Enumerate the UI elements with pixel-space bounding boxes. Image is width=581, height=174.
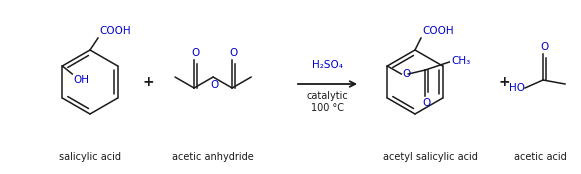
Text: O: O bbox=[229, 48, 238, 58]
Text: O: O bbox=[402, 69, 411, 79]
Text: acetic anhydride: acetic anhydride bbox=[172, 152, 254, 162]
Text: +: + bbox=[498, 75, 510, 89]
Text: CH₃: CH₃ bbox=[451, 56, 471, 66]
Text: +: + bbox=[142, 75, 154, 89]
Text: COOH: COOH bbox=[99, 26, 131, 36]
Text: O: O bbox=[191, 48, 200, 58]
Text: salicylic acid: salicylic acid bbox=[59, 152, 121, 162]
Text: H₂SO₄: H₂SO₄ bbox=[312, 60, 343, 70]
Text: acetyl salicylic acid: acetyl salicylic acid bbox=[382, 152, 478, 162]
Text: catalytic: catalytic bbox=[307, 91, 349, 101]
Text: O: O bbox=[540, 42, 548, 52]
Text: OH: OH bbox=[73, 75, 89, 85]
Text: 100 °C: 100 °C bbox=[311, 103, 344, 113]
Text: COOH: COOH bbox=[422, 26, 454, 36]
Text: O: O bbox=[422, 98, 431, 108]
Text: HO: HO bbox=[509, 83, 525, 93]
Text: acetic acid: acetic acid bbox=[514, 152, 566, 162]
Text: O: O bbox=[210, 80, 218, 90]
